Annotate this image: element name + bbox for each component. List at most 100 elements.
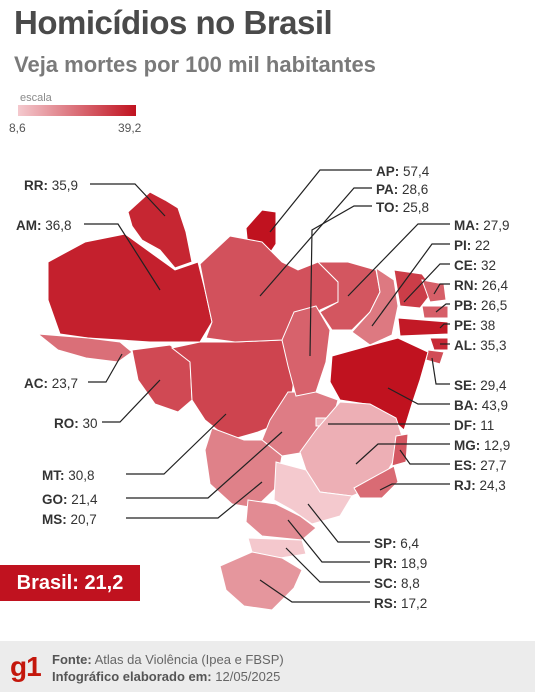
credit-label: Infográfico elaborado em: <box>52 669 212 684</box>
g1-logo: g1 <box>10 651 42 682</box>
state-value-am: 36,8 <box>45 218 71 233</box>
legend-min-label: 8,6 <box>9 121 26 135</box>
state-code-es: ES <box>454 458 472 473</box>
state-code-rs: RS <box>374 596 393 611</box>
state-region-pe <box>397 317 449 337</box>
state-label-mt: MT: 30,8 <box>42 468 95 483</box>
leader-line-pr <box>287 519 370 563</box>
state-code-rn: RN <box>454 278 474 293</box>
leader-line-pb <box>435 303 450 313</box>
state-label-sp: SP: 6,4 <box>374 536 420 551</box>
national-rate-badge: Brasil: 21,2 <box>0 565 140 601</box>
state-code-ma: MA <box>454 218 475 233</box>
state-value-ms: 20,7 <box>71 512 97 527</box>
state-label-pa: PA: 28,6 <box>376 182 428 197</box>
state-region-rj <box>353 465 399 499</box>
state-label-rj: RJ: 24,3 <box>454 478 506 493</box>
credit-line: Infográfico elaborado em: 12/05/2025 <box>52 669 280 684</box>
state-code-se: SE <box>454 378 472 393</box>
label-leader-lines <box>84 169 450 603</box>
source-text: Atlas da Violência (Ipea e FBSP) <box>94 652 284 667</box>
leader-line-sc <box>285 547 370 583</box>
state-label-se: SE: 29,4 <box>454 378 507 393</box>
state-code-ap: AP <box>376 164 395 179</box>
state-value-al: 35,3 <box>480 338 506 353</box>
brazil-map: RR: 35,9 AM: 36,8 AC: 23,7 RO: 30 MT: 30,8 GO… <box>16 164 510 611</box>
state-region-sp <box>273 461 353 525</box>
leader-line-rn <box>433 283 450 295</box>
leader-line-ce <box>403 263 450 303</box>
leader-line-es <box>399 449 450 465</box>
state-label-es: ES: 27,7 <box>454 458 507 473</box>
state-code-mt: MT <box>42 468 62 483</box>
leader-line-sp <box>307 503 370 543</box>
state-region-pr <box>245 499 317 541</box>
leader-line-mt <box>126 413 227 475</box>
state-value-pe: 38 <box>480 318 495 333</box>
footer: g1 Fonte: Atlas da Violência (Ipea e FBS… <box>0 641 535 692</box>
state-label-pe: PE: 38 <box>454 318 495 333</box>
leader-line-go <box>126 431 283 499</box>
state-labels: RR: 35,9 AM: 36,8 AC: 23,7 RO: 30 MT: 30,8 GO… <box>16 164 510 611</box>
state-value-rj: 24,3 <box>480 478 506 493</box>
state-value-df: 11 <box>480 418 494 433</box>
state-region-ce <box>393 269 435 309</box>
state-label-go: GO: 21,4 <box>42 492 98 507</box>
state-label-rs: RS: 17,2 <box>374 596 427 611</box>
state-label-rn: RN: 26,4 <box>454 278 509 293</box>
state-code-pr: PR <box>374 556 393 571</box>
state-value-pr: 18,9 <box>401 556 427 571</box>
state-value-ro: 30 <box>83 416 98 431</box>
leader-line-ba <box>387 387 450 405</box>
state-value-es: 27,7 <box>480 458 506 473</box>
state-code-mg: MG <box>454 438 476 453</box>
state-value-mg: 12,9 <box>484 438 510 453</box>
state-label-to: TO: 25,8 <box>376 200 429 215</box>
leader-line-rr <box>90 183 166 217</box>
state-label-am: AM: 36,8 <box>16 218 72 233</box>
state-region-ba <box>329 337 429 431</box>
leader-line-rj <box>379 483 450 491</box>
state-label-ba: BA: 43,9 <box>454 398 508 413</box>
state-value-ce: 32 <box>481 258 496 273</box>
state-code-sc: SC <box>374 576 393 591</box>
leader-line-se <box>431 357 450 385</box>
state-region-to <box>281 305 331 397</box>
state-code-ac: AC <box>24 376 44 391</box>
leader-line-am <box>84 223 161 291</box>
state-code-rr: RR <box>24 178 44 193</box>
state-value-go: 21,4 <box>71 492 98 507</box>
page-title: Homicídios no Brasil <box>14 4 333 41</box>
state-value-ma: 27,9 <box>483 218 509 233</box>
state-value-to: 25,8 <box>403 200 429 215</box>
leader-line-ma <box>347 223 450 297</box>
state-value-mt: 30,8 <box>68 468 94 483</box>
page-subtitle: Veja mortes por 100 mil habitantes <box>14 52 376 77</box>
state-label-df: DF: 11 <box>454 418 494 433</box>
state-region-rr <box>127 191 193 269</box>
national-rate-value: 21,2 <box>84 571 124 594</box>
source-line: Fonte: Atlas da Violência (Ipea e FBSP) <box>52 652 284 667</box>
state-region-pb <box>421 305 449 319</box>
state-code-pa: PA <box>376 182 394 197</box>
state-code-am: AM <box>16 218 37 233</box>
state-label-ap: AP: 57,4 <box>376 164 430 179</box>
state-label-ro: RO: 30 <box>54 416 98 431</box>
state-label-ac: AC: 23,7 <box>24 376 78 391</box>
state-code-go: GO <box>42 492 63 507</box>
state-code-al: AL <box>454 338 472 353</box>
leader-line-pa <box>259 187 372 297</box>
state-label-ce: CE: 32 <box>454 258 496 273</box>
state-value-ac: 23,7 <box>52 376 78 391</box>
credit-date: 12/05/2025 <box>215 669 281 684</box>
state-value-rn: 26,4 <box>482 278 509 293</box>
state-code-ms: MS <box>42 512 62 527</box>
state-code-ba: BA <box>454 398 474 413</box>
state-label-pi: PI: 22 <box>454 238 490 253</box>
state-region-ms <box>204 427 283 509</box>
state-value-rs: 17,2 <box>401 596 427 611</box>
state-region-se <box>425 349 445 365</box>
state-value-pa: 28,6 <box>402 182 428 197</box>
state-code-pi: PI <box>454 238 467 253</box>
state-label-ma: MA: 27,9 <box>454 218 510 233</box>
